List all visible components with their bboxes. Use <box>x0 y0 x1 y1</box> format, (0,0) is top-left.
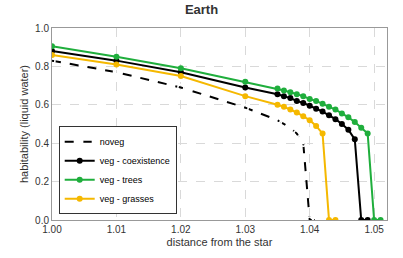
svg-text:1.05: 1.05 <box>364 224 384 235</box>
svg-text:1.02: 1.02 <box>171 224 191 235</box>
svg-text:habitability (liquid water): habitability (liquid water) <box>18 65 30 183</box>
svg-text:1.03: 1.03 <box>236 224 256 235</box>
svg-text:veg - trees: veg - trees <box>100 175 143 185</box>
svg-text:0.0: 0.0 <box>35 215 49 226</box>
svg-text:1.00: 1.00 <box>42 224 62 235</box>
svg-text:Earth: Earth <box>185 2 218 17</box>
svg-text:veg - coexistence: veg - coexistence <box>100 156 170 166</box>
svg-text:0.6: 0.6 <box>35 99 49 110</box>
svg-text:0.4: 0.4 <box>35 138 49 149</box>
svg-text:1.04: 1.04 <box>300 224 320 235</box>
svg-text:distance from the star: distance from the star <box>167 236 273 248</box>
svg-text:1.0: 1.0 <box>35 23 49 34</box>
svg-text:1.01: 1.01 <box>107 224 127 235</box>
svg-text:0.8: 0.8 <box>35 61 49 72</box>
svg-text:0.2: 0.2 <box>35 176 49 187</box>
svg-text:noveg: noveg <box>100 137 125 147</box>
svg-text:veg - grasses: veg - grasses <box>100 194 155 204</box>
